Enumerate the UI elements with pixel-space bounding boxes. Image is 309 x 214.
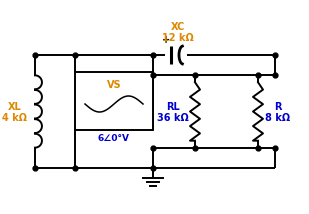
Text: XL: XL: [8, 101, 22, 111]
Text: R: R: [274, 101, 282, 111]
Text: 36 kΩ: 36 kΩ: [157, 113, 189, 122]
Bar: [75, 72, 153, 130]
Text: 6∠0°V: 6∠0°V: [98, 134, 130, 143]
Text: RL: RL: [166, 101, 180, 111]
Text: 8 kΩ: 8 kΩ: [265, 113, 290, 122]
Text: 12 kΩ: 12 kΩ: [162, 33, 194, 43]
Text: +: +: [162, 35, 170, 45]
Text: 4 kΩ: 4 kΩ: [2, 113, 28, 122]
Text: XC: XC: [171, 22, 185, 32]
Text: VS: VS: [107, 80, 121, 90]
